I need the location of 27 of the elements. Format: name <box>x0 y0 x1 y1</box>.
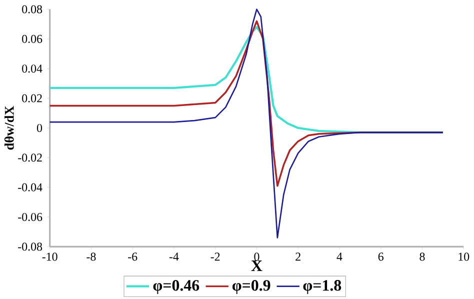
x-tick-label: 2 <box>296 252 300 260</box>
x-tick-label: 10 <box>458 252 470 261</box>
legend-label: φ=0.9 <box>232 280 270 294</box>
x-tick-label: -2 <box>210 252 220 260</box>
y-tick-label: -0.04 <box>18 183 42 192</box>
y-tick-label: 0.06 <box>22 34 42 43</box>
y-tick-label: 0 <box>36 124 42 132</box>
y-tick-label: -0.02 <box>18 153 42 162</box>
line-series <box>48 20 444 187</box>
y-tick-label: 0.08 <box>22 5 42 14</box>
line-series <box>49 8 444 238</box>
y-tick-label: 0.02 <box>22 94 42 102</box>
x-tick-label: 8 <box>420 252 425 261</box>
x-tick-label: -10 <box>42 252 58 261</box>
legend-label: φ=0.46 <box>153 280 200 294</box>
y-tick-label: -0.06 <box>18 212 42 221</box>
x-tick-label: -6 <box>128 252 138 261</box>
x-tick-label: 6 <box>378 252 384 261</box>
x-axis-title: X <box>251 260 262 271</box>
x-tick-label: -4 <box>169 252 179 260</box>
x-tick-label: 0 <box>254 252 260 261</box>
y-tick-label: -0.08 <box>18 242 42 251</box>
y-tick-label: 0.04 <box>22 64 42 72</box>
y-axis-title: dθw/dX <box>4 106 14 150</box>
x-tick-label: -8 <box>86 252 96 261</box>
x-tick-label: 4 <box>336 252 342 260</box>
legend-label: φ=1.8 <box>303 280 342 294</box>
